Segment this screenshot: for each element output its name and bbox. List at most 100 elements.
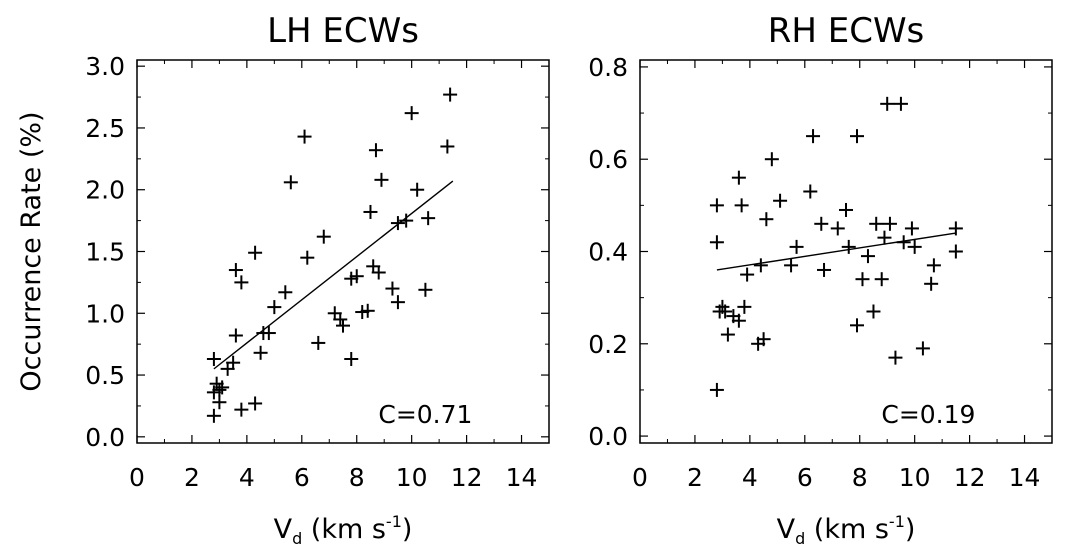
data-point [390,216,405,231]
data-point [718,304,733,319]
correlation-annotation: C=0.71 [378,400,472,429]
data-point [215,380,230,395]
x-tick-label: 0 [632,463,648,492]
x-axis-label-v: V [274,514,293,545]
data-point [283,175,298,190]
x-tick-label: 10 [899,463,931,492]
x-axis-label-sub: d [292,529,302,548]
data-point [248,245,263,260]
data-point [228,263,243,278]
y-tick-label: 2.5 [85,114,125,143]
data-point [212,382,227,397]
data-point [806,129,821,144]
x-tick-label: 14 [1009,463,1041,492]
x-tick-label: 4 [239,463,255,492]
data-point [803,184,818,199]
chart-title: LH ECWs [267,11,419,51]
data-point [866,304,881,319]
data-point [753,258,768,273]
data-point [368,143,383,158]
data-point [234,275,249,290]
data-point [709,198,724,213]
data-point [924,276,939,291]
data-point [784,258,799,273]
y-tick-label: 0.8 [588,53,628,82]
data-point [360,303,375,318]
data-point [764,152,779,167]
data-point [374,172,389,187]
data-point [440,139,455,154]
data-point [948,244,963,259]
data-point [849,318,864,333]
data-point [841,239,856,254]
data-point [206,351,221,366]
x-axis-label: Vd (km s-1) [274,512,413,548]
x-axis-label-close: ) [402,514,413,545]
data-point [839,202,853,217]
data-point [814,216,829,231]
data-point [734,198,749,213]
data-point [212,395,227,410]
data-point [849,129,864,144]
data-point [371,265,386,280]
data-point [880,96,895,111]
x-tick-label: 12 [451,463,483,492]
data-point [300,250,315,265]
y-tick-label: 2.0 [85,176,125,205]
fit-line [213,180,454,370]
y-axis-label: Occurrence Rate (%) [16,111,47,391]
data-point [385,281,400,296]
data-point [882,216,897,231]
x-tick-label: 8 [349,463,365,492]
panel-rh: RH ECWs 0 2 4 6 8 10 12 14 0.0 0.2 0.4 0.6 0.8 Vd (km … [588,11,1053,548]
data-point [855,272,870,287]
data-point [888,350,903,365]
fit-line [716,232,956,271]
correlation-annotation: C=0.19 [881,400,975,429]
plot-frame [136,59,550,444]
data-point [893,96,908,111]
data-point [759,212,774,227]
data-point [253,345,268,360]
x-tick-label: 6 [797,463,813,492]
y-tick-label: 0.0 [85,423,125,452]
x-tick-label: 0 [129,463,145,492]
data-point [926,258,941,273]
data-point [349,269,364,284]
data-point [333,312,348,327]
data-point [421,211,436,226]
data-point [316,229,331,244]
x-tick-label: 10 [396,463,428,492]
data-point [789,239,804,254]
data-point [737,299,752,314]
data-point [344,351,359,366]
x-tick-label: 2 [184,463,200,492]
data-point [418,282,433,297]
data-point [709,382,724,397]
data-point [443,87,458,102]
x-axis-label-sup: -1 [889,512,905,531]
chart-title: RH ECWs [768,11,925,51]
data-point [278,285,293,300]
data-point [228,328,243,343]
plot-frame [639,59,1053,444]
y-tick-label: 0.6 [588,145,628,174]
x-axis-label-v: V [777,514,796,545]
data-point [869,216,884,231]
data-point [399,213,414,228]
data-point [363,204,378,219]
x-axis-label-sub: d [795,529,805,548]
data-point [907,239,922,254]
x-axis-label-unit: (km s [805,514,889,545]
data-point [731,313,746,328]
data-point [261,326,276,341]
data-point [756,332,771,347]
x-tick-label: 12 [954,463,986,492]
data-point [830,221,845,236]
data-point [297,129,312,144]
y-tick-label: 0.4 [588,238,628,267]
x-axis-label: Vd (km s-1) [777,512,916,548]
data-point [311,335,326,350]
x-axis-label-sup: -1 [386,512,402,531]
